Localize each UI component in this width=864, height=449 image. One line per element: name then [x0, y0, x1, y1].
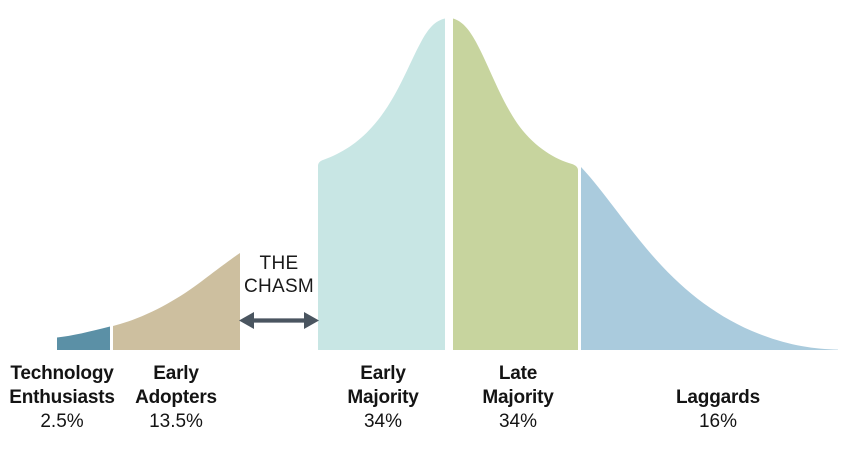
segment-name-technology-enthusiasts: Technology Enthusiasts: [9, 363, 115, 408]
segment-label-early-adopters: Early Adopters 13.5%: [116, 362, 236, 434]
segment-name-late-majority: Late Majority: [482, 363, 554, 408]
segment-percent-laggards: 16%: [698, 411, 738, 432]
segment-area-early-majority: [318, 18, 445, 350]
segment-area-late-majority: [453, 18, 578, 350]
segment-name-early-majority: Early Majority: [347, 363, 419, 408]
segment-labels: Technology Enthusiasts 2.5% Early Adopte…: [0, 362, 864, 449]
segment-label-technology-enthusiasts: Technology Enthusiasts 2.5%: [0, 362, 124, 434]
chasm-arrow-icon: [239, 312, 319, 329]
segment-percent-early-adopters: 13.5%: [149, 411, 203, 432]
segment-label-laggards: Laggards 16%: [648, 362, 788, 434]
segment-percent-early-majority: 34%: [363, 411, 403, 432]
chasm-annotation-label: THE CHASM: [243, 253, 315, 297]
segment-label-late-majority: Late Majority 34%: [458, 362, 578, 434]
segment-percent-technology-enthusiasts: 2.5%: [40, 411, 84, 432]
segment-area-laggards: [581, 167, 838, 350]
segment-name-laggards: Laggards: [676, 387, 760, 408]
segment-name-early-adopters: Early Adopters: [135, 363, 217, 408]
segment-area-early-adopters: [113, 253, 240, 350]
segment-label-early-majority: Early Majority 34%: [323, 362, 443, 434]
segment-area-technology-enthusiasts: [57, 326, 110, 350]
segment-percent-late-majority: 34%: [498, 411, 538, 432]
